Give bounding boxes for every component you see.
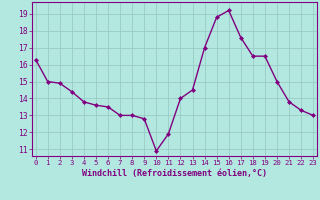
X-axis label: Windchill (Refroidissement éolien,°C): Windchill (Refroidissement éolien,°C) bbox=[82, 169, 267, 178]
